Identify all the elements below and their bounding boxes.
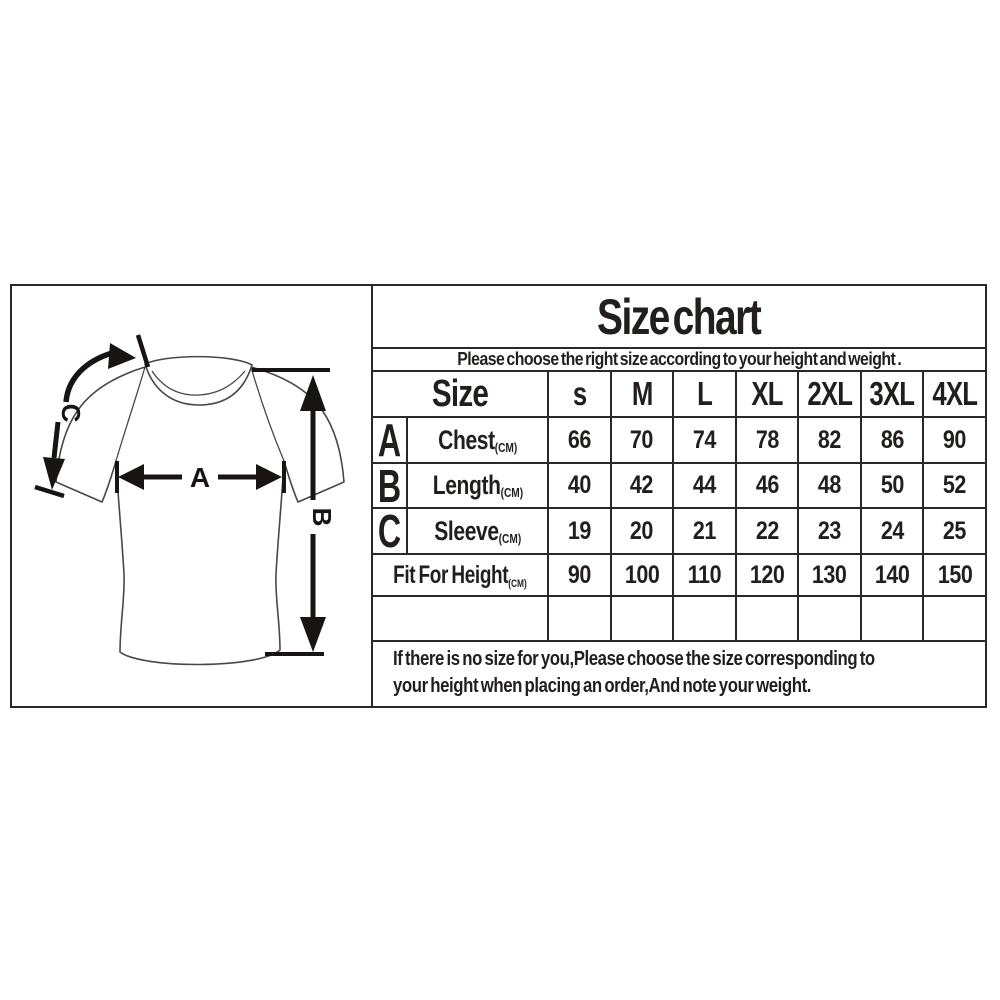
header-size-m: M — [609, 372, 673, 416]
chest-value: 78 — [734, 418, 798, 462]
label-c: C — [56, 404, 86, 423]
unit-cm: (CM) — [508, 577, 527, 590]
header-size-xl: XL — [734, 372, 798, 416]
header-size-3xl: 3XL — [859, 372, 923, 416]
unit-cm: (CM) — [494, 439, 518, 455]
length-value: 52 — [922, 464, 985, 507]
length-value: 40 — [547, 464, 610, 507]
fit-height-value: 150 — [922, 555, 985, 595]
chest-value: 90 — [922, 418, 985, 462]
chest-value: 86 — [859, 418, 923, 462]
row-label-fit-for-height: Fit For Height(CM) — [393, 560, 527, 590]
fit-height-value: 100 — [609, 555, 673, 595]
sleeve-arrow — [34, 334, 151, 499]
note-line-2: your height when placing an order,And no… — [393, 675, 812, 697]
table-row-fit-for-height: Fit For Height(CM) 90 100 110 120 130 14… — [373, 555, 985, 597]
chest-value: 66 — [547, 418, 610, 462]
size-table: Size chart Please choose the right size … — [373, 286, 985, 706]
collar-band — [144, 355, 253, 406]
sleeve-value: 24 — [859, 509, 923, 553]
fit-height-value: 90 — [547, 555, 610, 595]
header-size-4xl: 4XL — [922, 372, 985, 416]
row-letter-a: A — [378, 418, 401, 462]
page-title: Size chart — [597, 288, 762, 345]
row-letter-b: B — [378, 464, 401, 507]
shirt-outline-icon — [55, 355, 345, 666]
sleeve-value: 21 — [672, 509, 735, 553]
length-value: 48 — [797, 464, 860, 507]
length-value: 44 — [672, 464, 735, 507]
row-label-length: Length(CM) — [406, 464, 547, 507]
label-a: A — [190, 462, 210, 493]
right-raglan-seam — [250, 366, 285, 462]
subtitle-text: Please choose the right size according t… — [457, 349, 901, 369]
table-subtitle-row: Please choose the right size according t… — [373, 349, 985, 372]
sleeve-value: 25 — [922, 509, 985, 553]
sleeve-value: 20 — [609, 509, 673, 553]
table-row-length: B Length(CM) 40 42 44 46 48 50 52 — [373, 464, 985, 509]
sleeve-value: 22 — [734, 509, 798, 553]
size-chart-panel: A B C Siz — [10, 284, 987, 708]
chest-value: 70 — [609, 418, 673, 462]
length-arrow — [252, 368, 330, 656]
fit-height-value: 130 — [797, 555, 860, 595]
header-size-s: s — [547, 372, 610, 416]
fit-height-value: 120 — [734, 555, 798, 595]
sleeve-value: 19 — [547, 509, 610, 553]
chest-value: 74 — [672, 418, 735, 462]
header-size-2xl: 2XL — [797, 372, 860, 416]
sleeve-value: 23 — [797, 509, 860, 553]
header-size-l: L — [672, 372, 735, 416]
row-label-sleeve: Sleeve(CM) — [406, 509, 547, 553]
shirt-measurement-diagram: A B C — [34, 334, 345, 666]
length-value: 46 — [734, 464, 798, 507]
table-title-row: Size chart — [373, 286, 985, 349]
note-line-1: If there is no size for you,Please choos… — [393, 648, 875, 670]
label-b: B — [307, 508, 337, 527]
chest-value: 82 — [797, 418, 860, 462]
collar-inner-seam — [151, 370, 246, 396]
row-letter-c: C — [378, 509, 401, 553]
table-row-sleeve: C Sleeve(CM) 19 20 21 22 23 24 25 — [373, 509, 985, 555]
length-value: 50 — [859, 464, 923, 507]
fit-height-value: 140 — [859, 555, 923, 595]
chest-width-arrow — [115, 461, 286, 493]
shirt-diagram-pane: A B C — [12, 286, 373, 706]
table-row-chest: A Chest(CM) 66 70 74 78 82 86 90 — [373, 418, 985, 464]
unit-cm: (CM) — [500, 485, 523, 500]
length-value: 42 — [609, 464, 673, 507]
table-empty-row — [373, 597, 985, 642]
table-header-row: Size s M L XL 2XL 3XL 4XL — [373, 372, 985, 418]
left-raglan-seam — [115, 366, 146, 462]
row-label-chest: Chest(CM) — [406, 418, 547, 462]
unit-cm: (CM) — [498, 530, 521, 546]
fit-height-value: 110 — [672, 555, 735, 595]
table-note: If there is no size for you,Please choos… — [373, 642, 985, 706]
header-size: Size — [431, 372, 489, 415]
